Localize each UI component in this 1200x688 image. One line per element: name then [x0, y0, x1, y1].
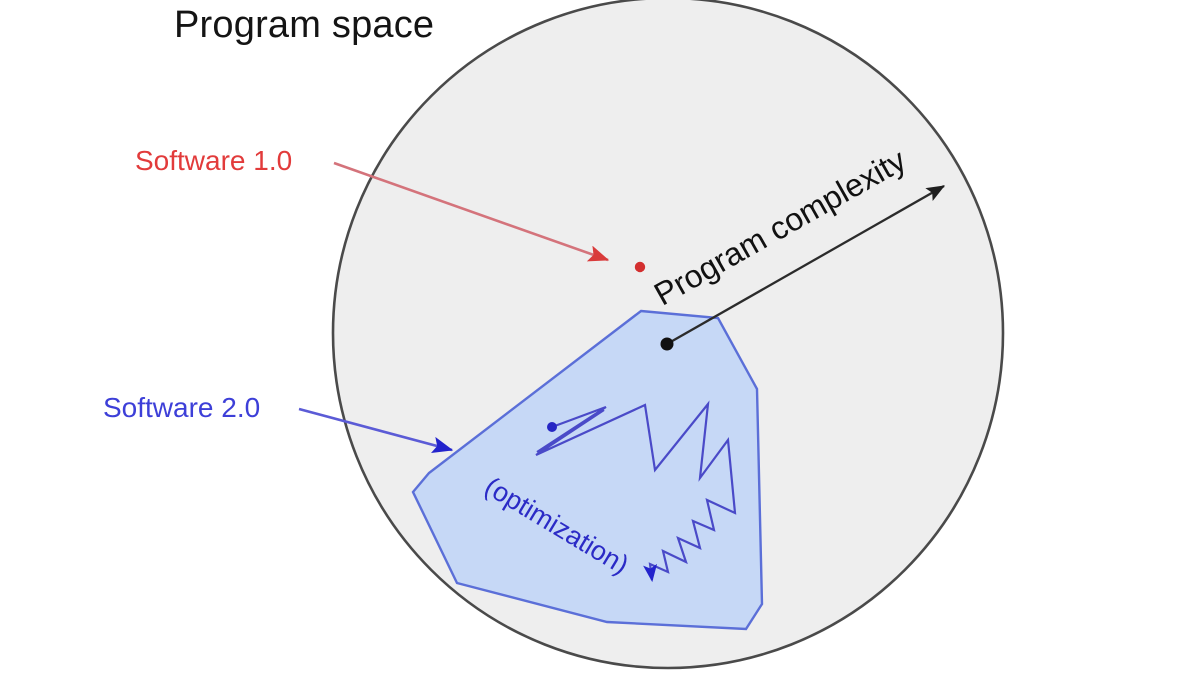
optimization-path — [535, 400, 737, 583]
software-2-arrow — [298, 407, 454, 453]
optimization-start-dot — [547, 422, 557, 432]
software-1-arrow — [333, 161, 610, 262]
program-complexity-axis — [666, 185, 945, 345]
program-complexity-origin-dot — [660, 337, 674, 351]
software-2-label: Software 2.0 — [103, 392, 261, 423]
software-1-label: Software 1.0 — [135, 145, 293, 176]
software-2-region — [411, 309, 764, 631]
program-space-title: Program space — [174, 4, 435, 46]
software-1-point — [634, 261, 646, 273]
